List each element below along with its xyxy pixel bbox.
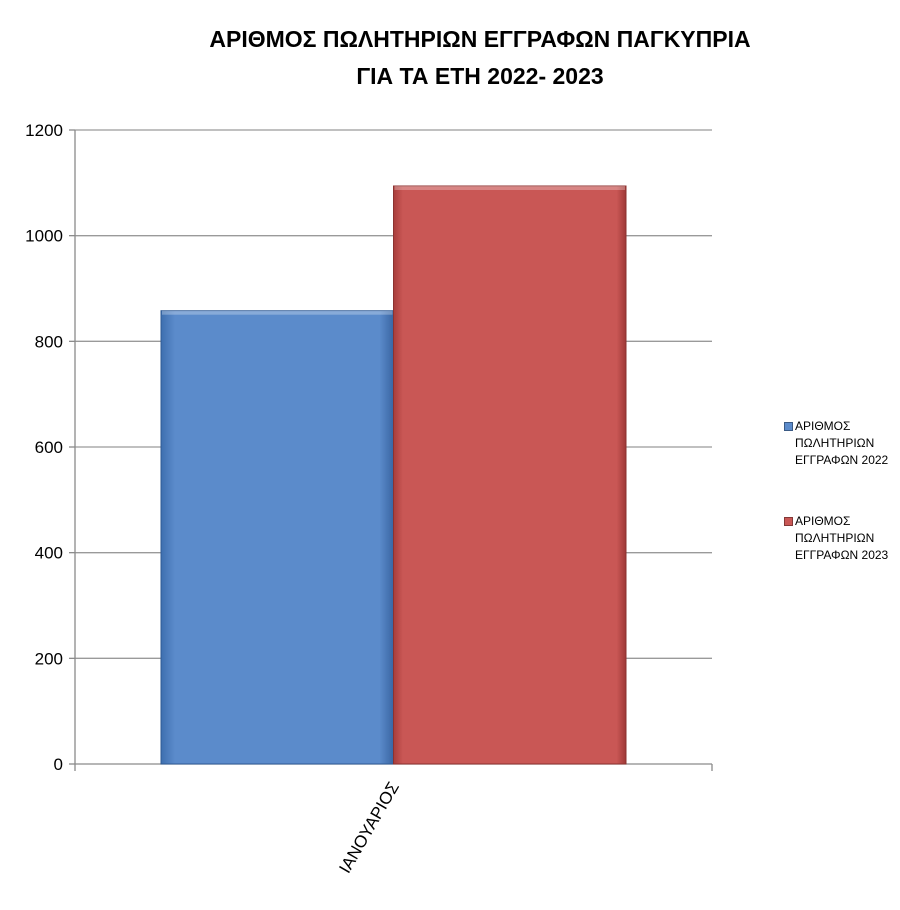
y-tick-label: 0 (54, 755, 63, 774)
y-tick-label: 800 (35, 332, 63, 351)
chart-title-line-2: ΓΙΑ ΤΑ ΕΤΗ 2022- 2023 (356, 63, 604, 89)
legend-label-line: ΑΡΙΘΜΟΣ (795, 419, 851, 433)
y-tick-label: 400 (35, 544, 63, 563)
legend-label-line: ΕΓΓΡΑΦΩΝ 2023 (795, 548, 889, 562)
legend-label: ΑΡΙΘΜΟΣ ΠΩΛΗΤΗΡΙΩΝ ΕΓΓΡΑΦΩΝ 2022 (795, 418, 899, 469)
y-tick-label: 600 (35, 438, 63, 457)
legend-swatch (784, 517, 793, 526)
legend-label-line: ΕΓΓΡΑΦΩΝ 2022 (795, 453, 889, 467)
legend-swatch (784, 422, 793, 431)
bar-1 (160, 310, 394, 765)
bar-top-highlight (161, 310, 393, 315)
y-tick-label: 1200 (25, 121, 63, 140)
bar-top-highlight (394, 186, 626, 191)
y-tick-label: 1000 (25, 227, 63, 246)
bar-2 (393, 185, 627, 765)
legend-label-line: ΠΩΛΗΤΗΡΙΩΝ (795, 531, 875, 545)
x-category-label: ΙΑΝΟΥΑΡΙΟΣ (335, 779, 403, 877)
legend-label-line: ΠΩΛΗΤΗΡΙΩΝ (795, 436, 875, 450)
legend-label: ΑΡΙΘΜΟΣ ΠΩΛΗΤΗΡΙΩΝ ΕΓΓΡΑΦΩΝ 2023 (795, 513, 899, 564)
y-tick-label: 200 (35, 649, 63, 668)
chart-title-line-1: ΑΡΙΘΜΟΣ ΠΩΛΗΤΗΡΙΩΝ ΕΓΓΡΑΦΩΝ ΠΑΓΚΥΠΡΙΑ (209, 26, 751, 52)
legend-label-line: ΑΡΙΘΜΟΣ (795, 514, 851, 528)
